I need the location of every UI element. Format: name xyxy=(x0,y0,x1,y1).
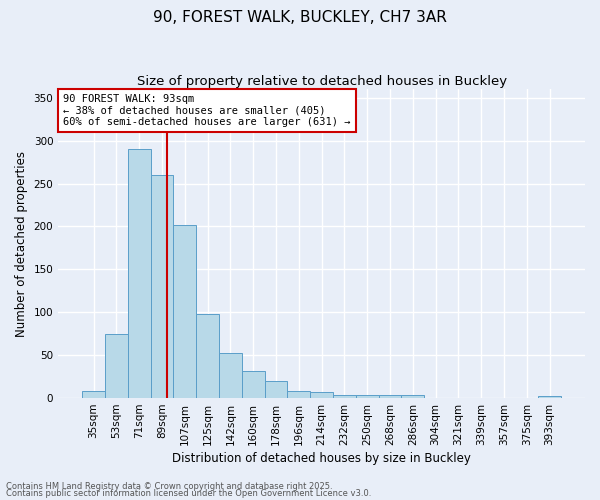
Bar xyxy=(242,370,265,398)
Bar xyxy=(128,149,151,398)
Bar xyxy=(105,334,128,398)
Bar xyxy=(356,394,379,398)
Bar xyxy=(333,394,356,398)
Title: Size of property relative to detached houses in Buckley: Size of property relative to detached ho… xyxy=(137,75,506,88)
Text: Contains public sector information licensed under the Open Government Licence v3: Contains public sector information licen… xyxy=(6,489,371,498)
Bar xyxy=(151,175,173,398)
Bar xyxy=(379,394,401,398)
Bar xyxy=(173,224,196,398)
Text: 90 FOREST WALK: 93sqm
← 38% of detached houses are smaller (405)
60% of semi-det: 90 FOREST WALK: 93sqm ← 38% of detached … xyxy=(64,94,351,127)
Text: Contains HM Land Registry data © Crown copyright and database right 2025.: Contains HM Land Registry data © Crown c… xyxy=(6,482,332,491)
Bar xyxy=(538,396,561,398)
Bar xyxy=(401,394,424,398)
Bar xyxy=(287,391,310,398)
Text: 90, FOREST WALK, BUCKLEY, CH7 3AR: 90, FOREST WALK, BUCKLEY, CH7 3AR xyxy=(153,10,447,25)
Y-axis label: Number of detached properties: Number of detached properties xyxy=(15,150,28,336)
Bar xyxy=(219,352,242,398)
Bar xyxy=(310,392,333,398)
Bar xyxy=(196,314,219,398)
X-axis label: Distribution of detached houses by size in Buckley: Distribution of detached houses by size … xyxy=(172,452,471,465)
Bar xyxy=(265,381,287,398)
Bar xyxy=(82,391,105,398)
